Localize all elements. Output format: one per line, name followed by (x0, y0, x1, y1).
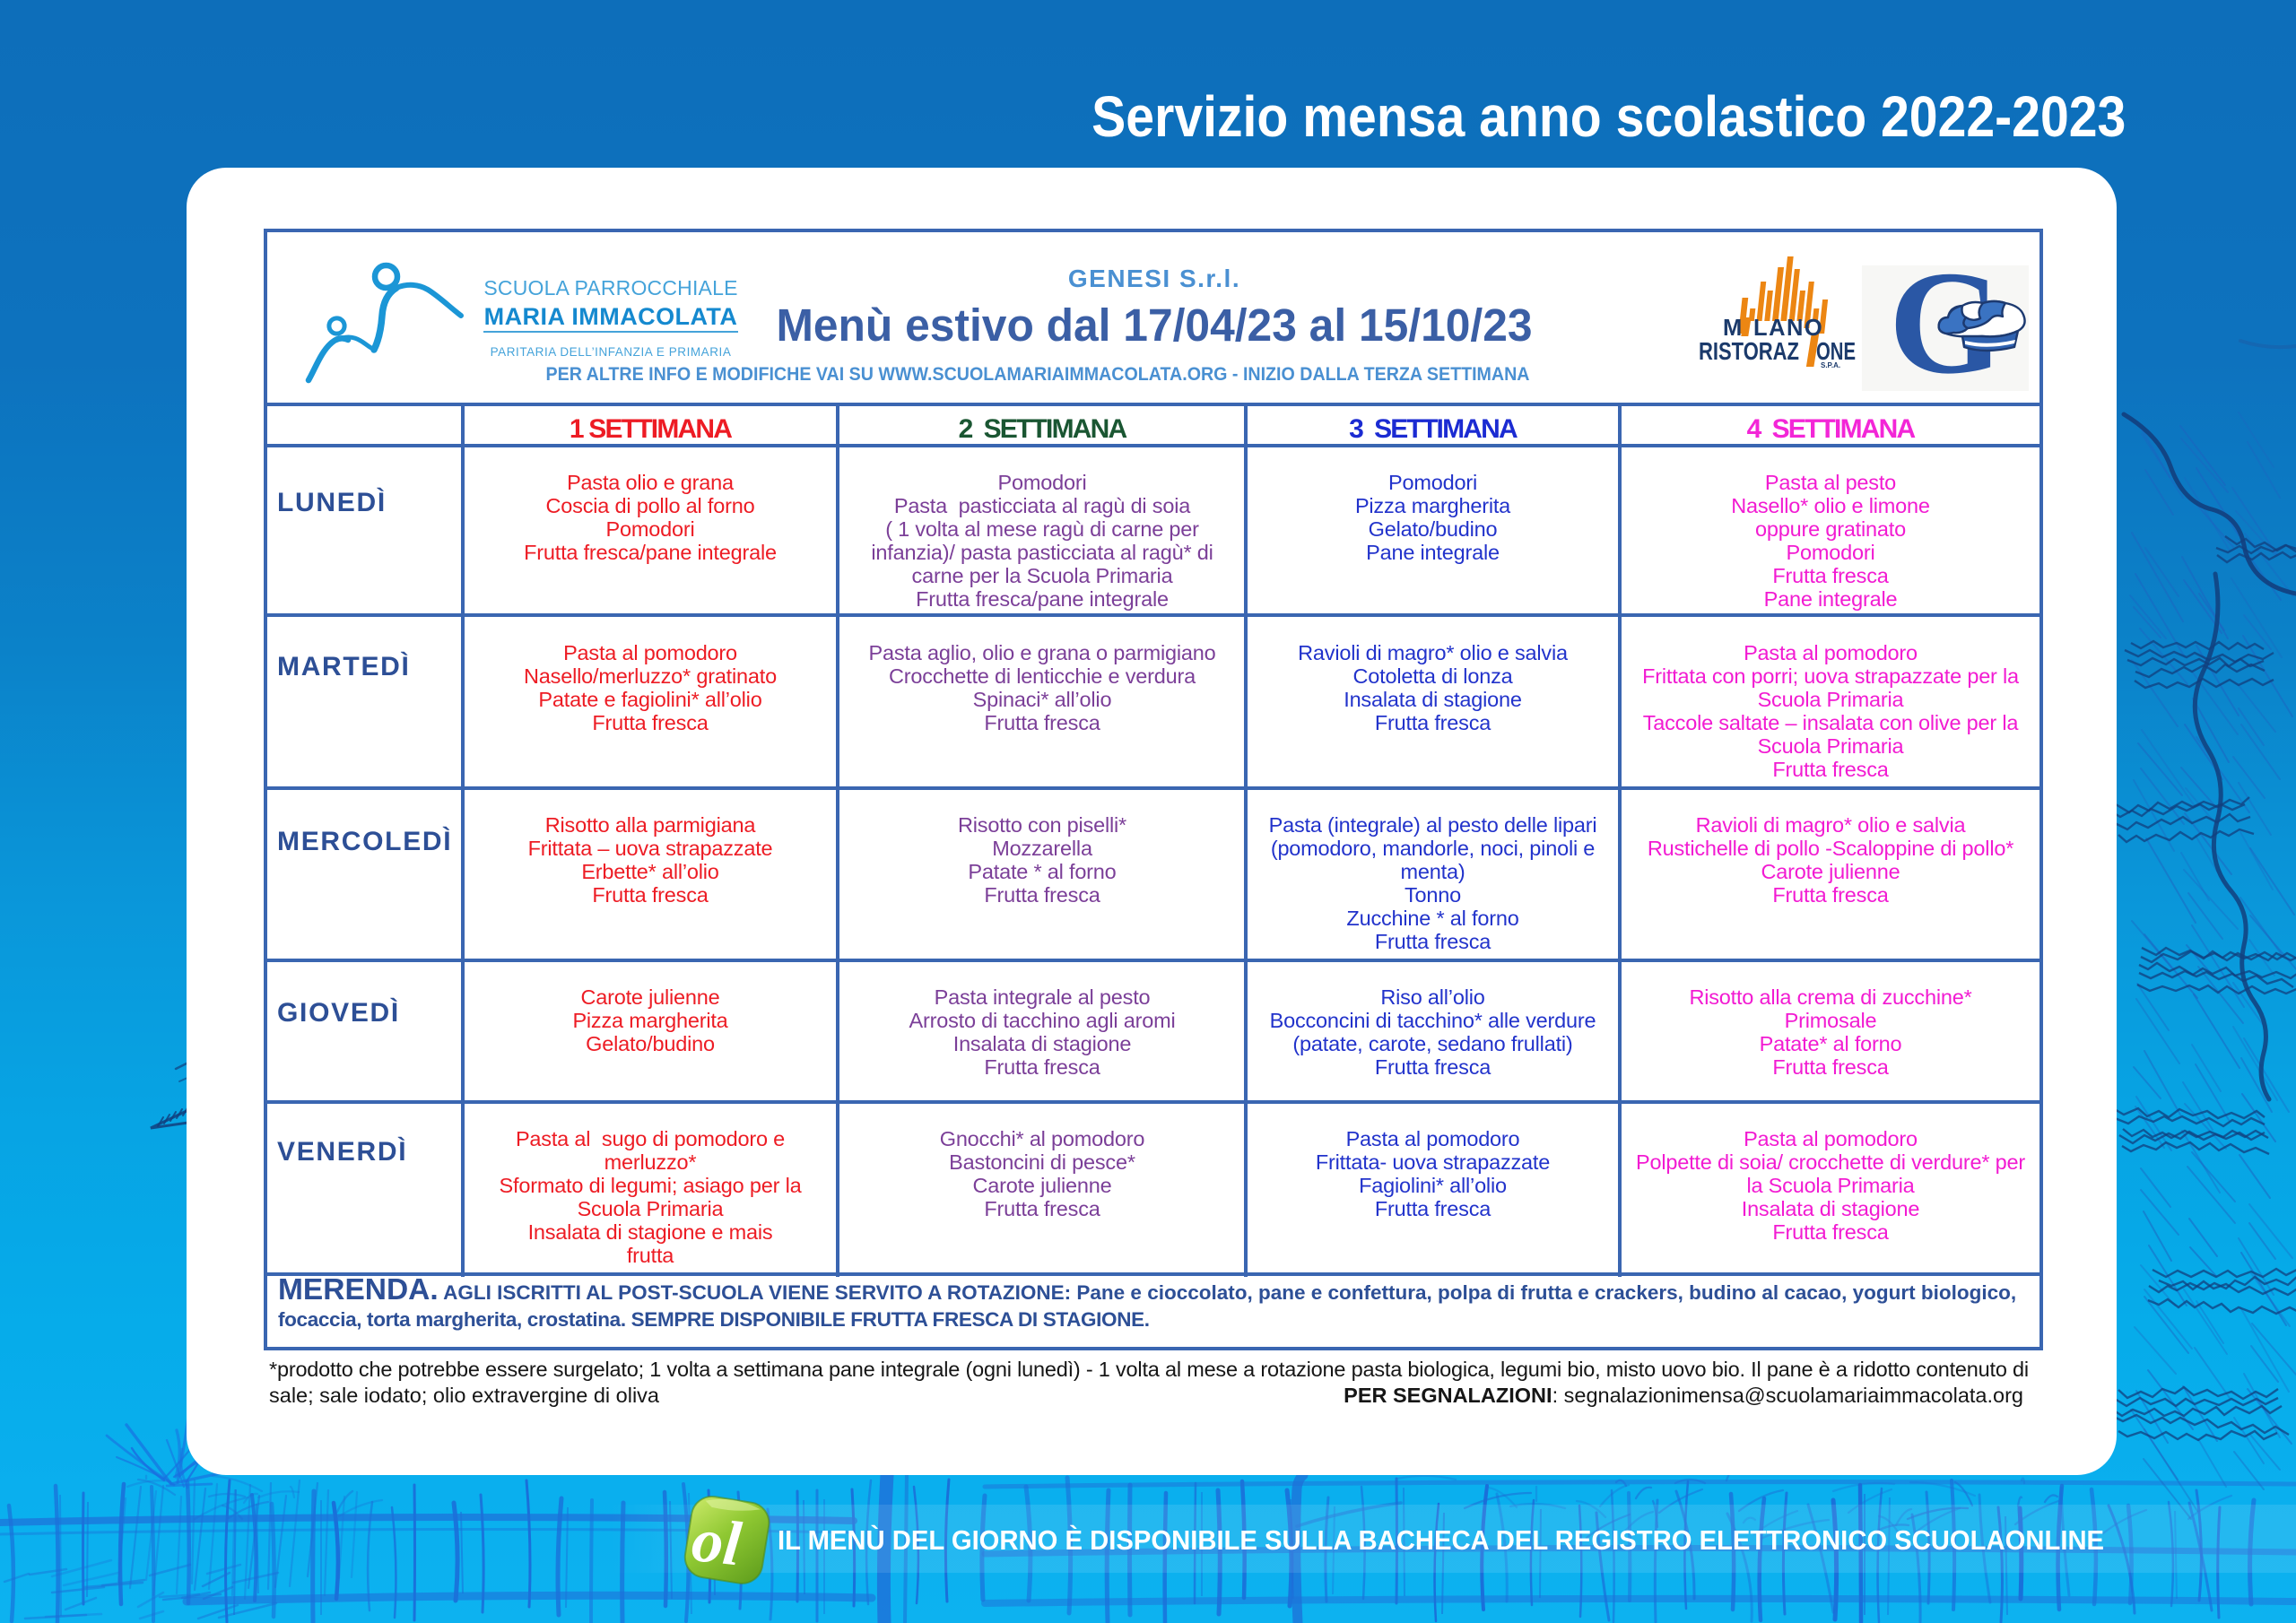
svg-text:LANO: LANO (1753, 316, 1823, 341)
svg-text:M: M (1723, 316, 1743, 341)
svg-text:S.P.A.: S.P.A. (1821, 361, 1840, 369)
svg-text:ONE: ONE (1816, 337, 1856, 365)
svg-text:RISTORAZ: RISTORAZ (1699, 337, 1799, 365)
svg-text:ol: ol (689, 1506, 745, 1579)
